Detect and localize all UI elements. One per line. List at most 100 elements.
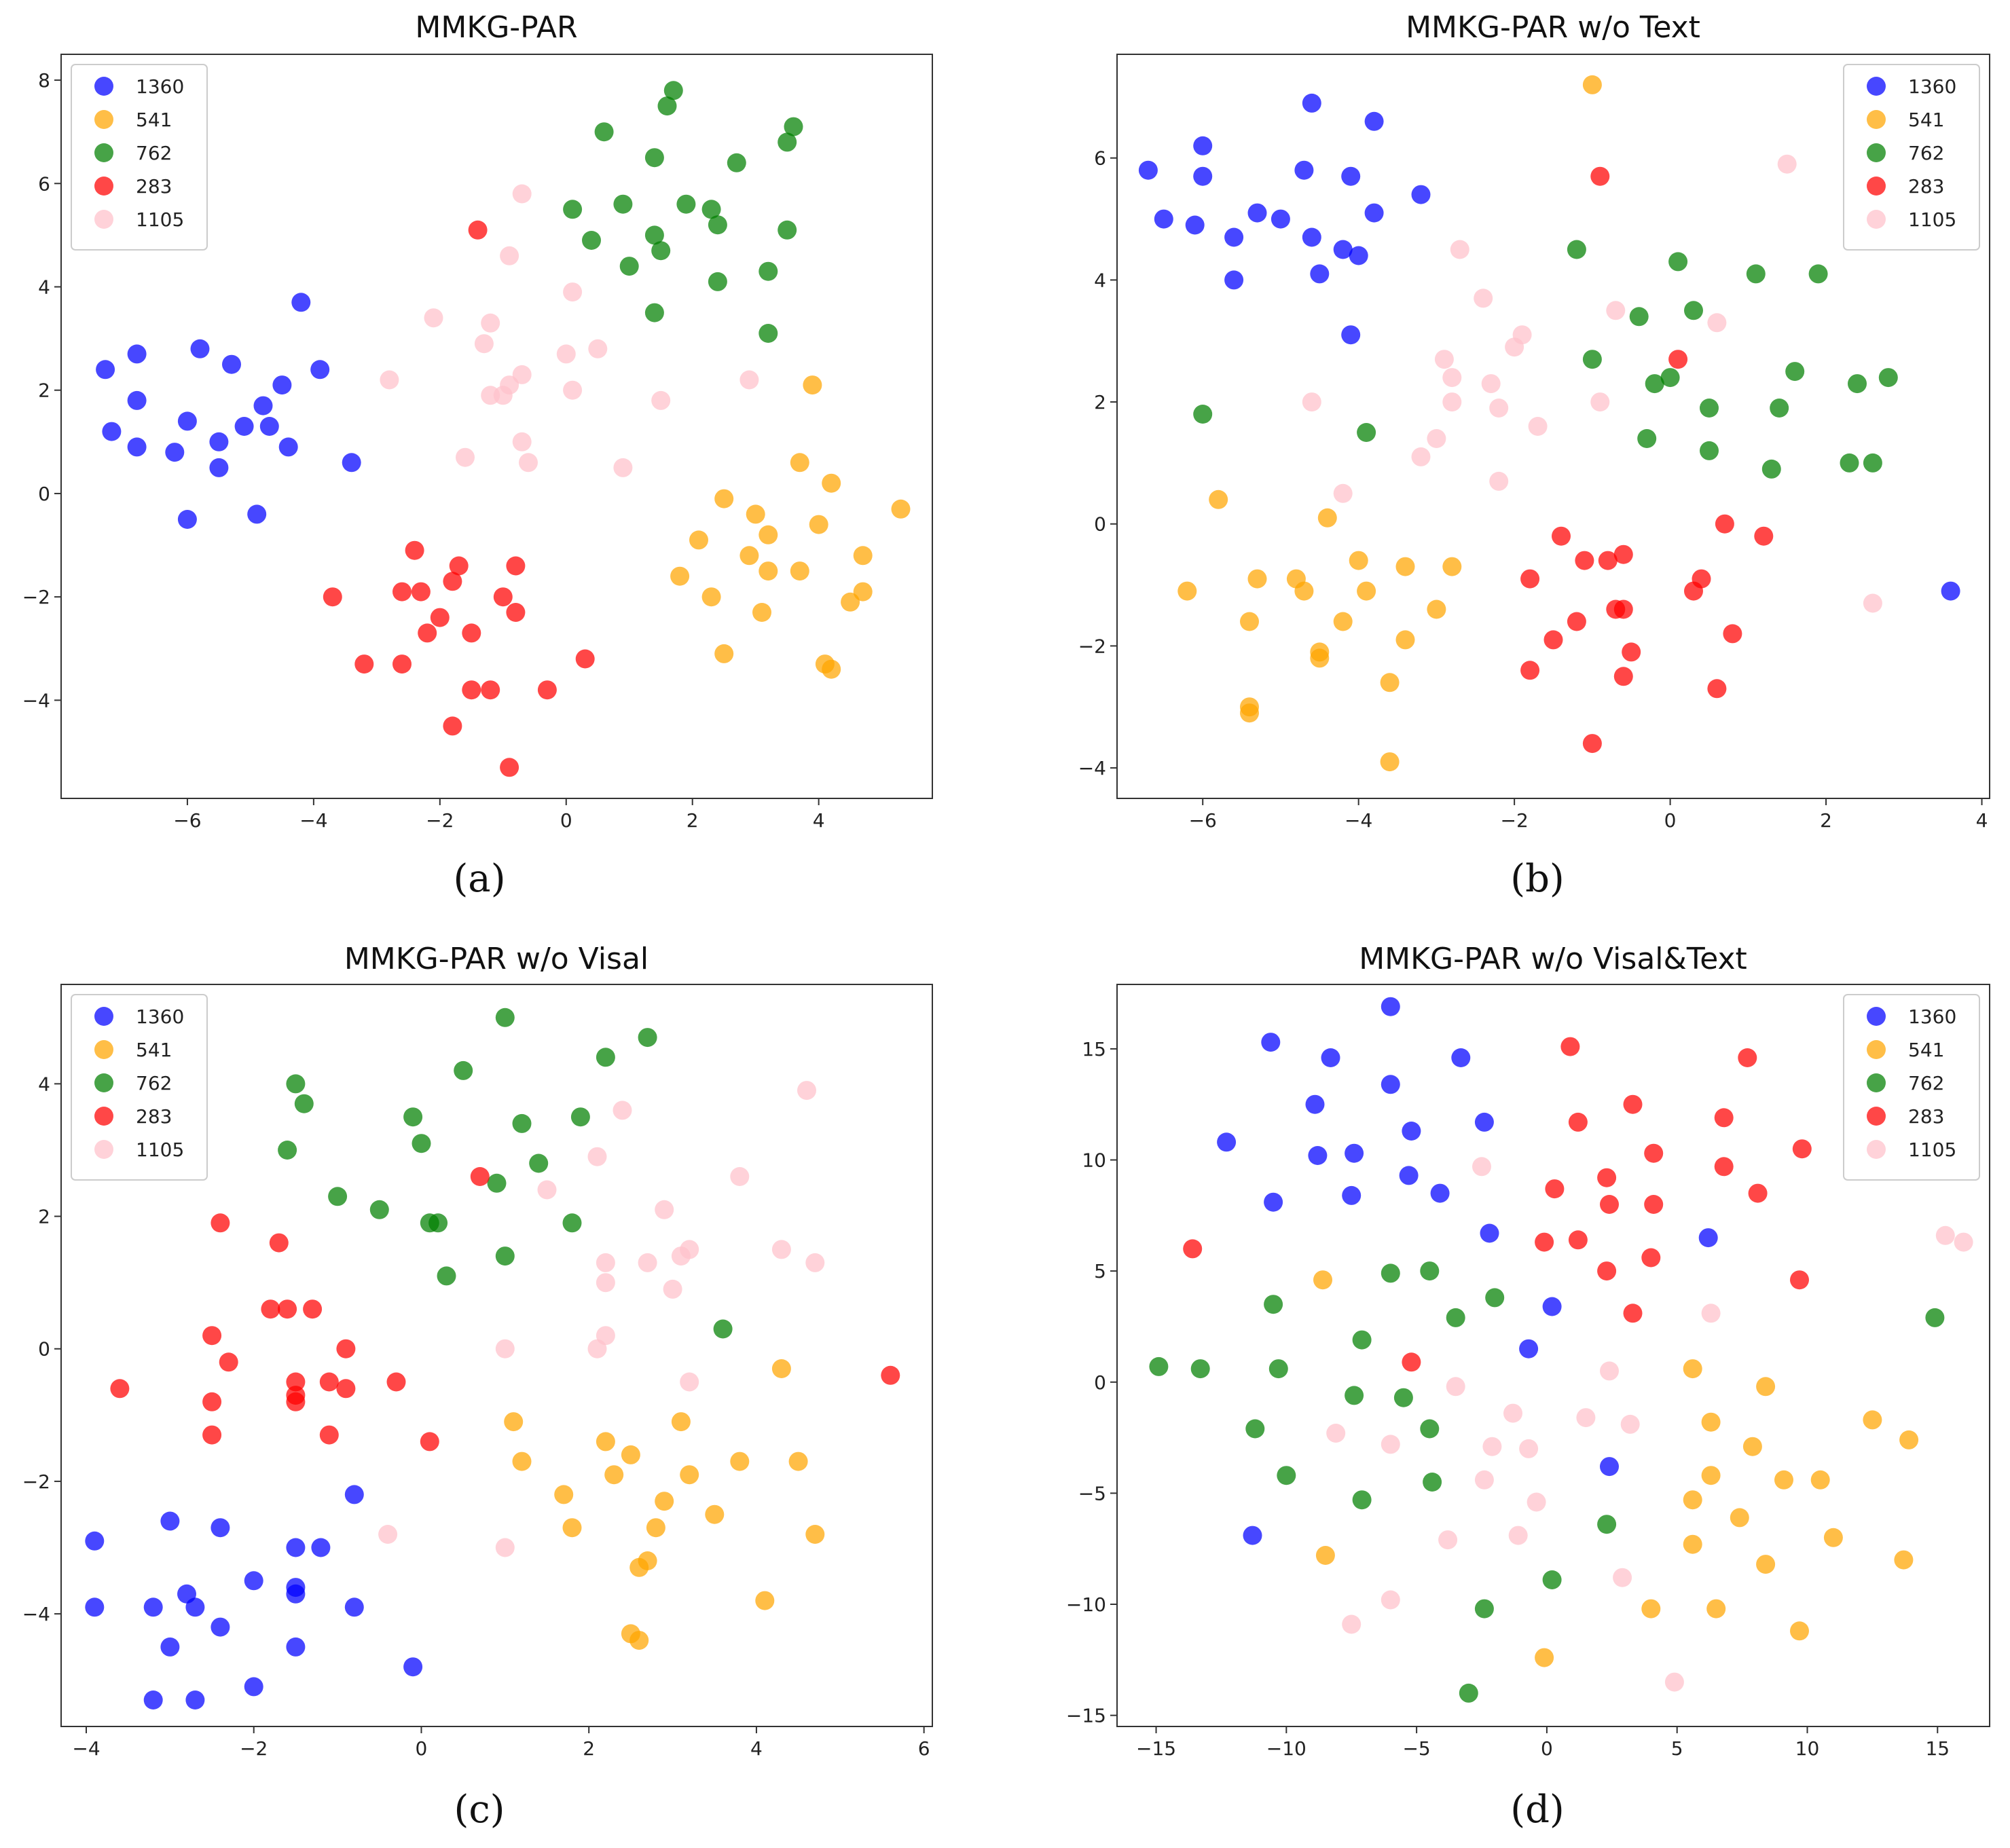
point-283-4	[392, 582, 412, 602]
point-283-11	[418, 623, 437, 643]
point-1105-7	[1576, 1408, 1596, 1428]
legend-marker-1360	[94, 77, 113, 96]
point-541-3	[596, 1432, 615, 1452]
point-283-5	[1575, 551, 1594, 570]
point-1105-4	[1707, 313, 1727, 333]
point-283-5	[411, 582, 431, 602]
point-283-7	[323, 587, 342, 607]
point-1360-10	[310, 360, 330, 380]
point-541-0	[803, 375, 822, 395]
point-541-19	[1790, 1621, 1809, 1641]
point-762-10	[701, 200, 721, 219]
point-762-19	[1474, 1599, 1494, 1619]
point-762-14	[1277, 1466, 1296, 1485]
point-1360-17	[1542, 1297, 1562, 1316]
point-541-10	[554, 1485, 574, 1504]
point-762-0	[663, 81, 683, 100]
point-1360-0	[96, 360, 115, 380]
point-1360-1	[1261, 1033, 1281, 1052]
point-1360-18	[1519, 1339, 1539, 1359]
point-283-12	[1644, 1195, 1664, 1214]
point-1360-2	[190, 339, 210, 358]
point-1105-18	[1333, 483, 1353, 503]
point-1360-1	[160, 1511, 180, 1531]
point-762-3	[1808, 264, 1828, 284]
point-541-6	[1294, 581, 1314, 601]
point-1105-2	[587, 1147, 607, 1166]
point-762-18	[759, 261, 778, 281]
point-283-8	[493, 587, 513, 607]
point-1105-10	[638, 1253, 657, 1272]
point-1105-16	[456, 447, 475, 467]
legend-label-541: 541	[1908, 109, 1944, 131]
point-283-6	[443, 572, 462, 591]
point-762-12	[1193, 405, 1213, 424]
point-541-16	[1894, 1550, 1914, 1570]
point-762-20	[759, 324, 778, 343]
point-283-0	[470, 1167, 490, 1186]
point-762-2	[1264, 1295, 1283, 1314]
point-541-18	[1706, 1599, 1726, 1619]
point-541-10	[1357, 581, 1376, 601]
point-1105-16	[1508, 1526, 1528, 1545]
x-tick-label: −15	[1136, 1737, 1176, 1760]
point-283-17	[481, 680, 500, 700]
point-762-5	[1684, 301, 1703, 320]
legend-label-762: 762	[1908, 1072, 1944, 1094]
point-283-5	[303, 1299, 323, 1319]
point-283-8	[336, 1339, 356, 1359]
point-541-9	[1442, 557, 1462, 576]
point-762-2	[596, 1048, 615, 1067]
legend-marker-1360	[1867, 77, 1886, 96]
point-1105-18	[519, 453, 538, 473]
point-762-13	[1420, 1419, 1440, 1439]
point-1105-17	[1489, 471, 1509, 491]
point-541-6	[689, 530, 708, 550]
point-541-13	[853, 546, 873, 566]
point-541-11	[1240, 612, 1259, 631]
point-1105-19	[1863, 593, 1882, 613]
point-1360-20	[1941, 581, 1960, 601]
point-1105-11	[1442, 392, 1462, 412]
point-1360-8	[1217, 1132, 1237, 1152]
point-1360-15	[259, 417, 279, 436]
legend-label-1105: 1105	[1908, 1139, 1956, 1161]
point-1360-11	[127, 437, 147, 457]
point-1105-16	[1411, 447, 1431, 466]
point-283-17	[202, 1425, 222, 1445]
point-283-8	[1520, 569, 1540, 589]
point-762-0	[1567, 240, 1586, 259]
point-541-11	[1730, 1508, 1749, 1528]
point-762-13	[582, 231, 601, 250]
x-tick-label: 5	[1671, 1737, 1683, 1760]
point-1105-10	[1302, 392, 1321, 412]
point-1105-15	[1427, 429, 1446, 448]
point-1105-19	[1342, 1614, 1362, 1634]
point-1360-17	[209, 458, 229, 477]
y-tick-label: 2	[38, 380, 50, 402]
point-1360-14	[1264, 1192, 1283, 1212]
x-tick-label: 2	[687, 809, 699, 832]
point-541-12	[1333, 612, 1353, 631]
point-541-0	[1313, 1270, 1332, 1290]
point-541-4	[1701, 1412, 1721, 1432]
point-1105-15	[739, 370, 759, 390]
point-762-14	[369, 1200, 389, 1219]
point-1360-7	[222, 354, 241, 374]
panel-a: MMKG-PAR −6 −4 −2 0 2 4 −4 −2 0 2 4 6 8 1360 541 762 28…	[22, 10, 933, 901]
point-283-13	[354, 654, 374, 674]
y-tick-label: 2	[38, 1206, 50, 1228]
x-tick-label: 4	[750, 1737, 763, 1760]
legend-marker-541	[1867, 110, 1886, 129]
point-541-7	[788, 1452, 808, 1471]
point-1105-1	[613, 1101, 632, 1120]
y-tick-label: 4	[38, 1073, 50, 1095]
point-1105-14	[1527, 1492, 1546, 1512]
point-1105-18	[378, 1525, 398, 1544]
point-283-14	[392, 654, 412, 674]
point-762-16	[428, 1213, 448, 1233]
point-762-4	[594, 122, 614, 142]
point-1360-19	[1341, 325, 1361, 345]
x-tick-label: −2	[240, 1737, 268, 1760]
y-tick-label: 6	[1094, 147, 1106, 170]
